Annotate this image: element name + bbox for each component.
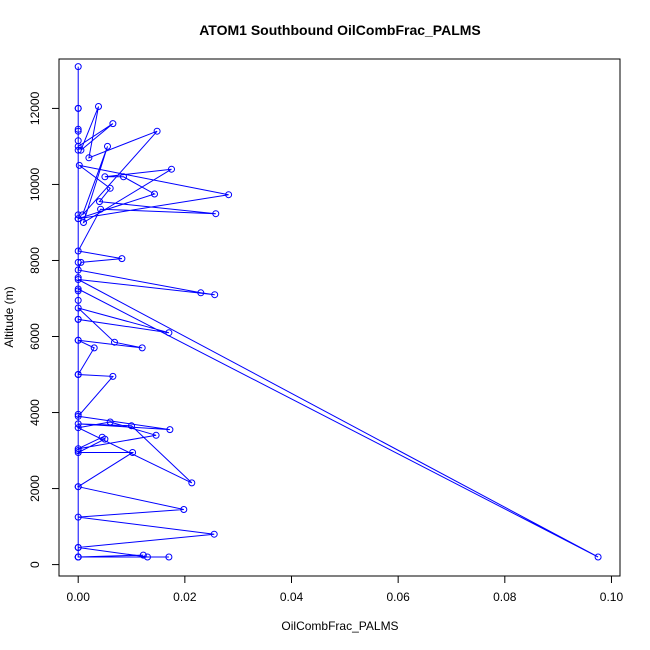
data-point bbox=[77, 258, 85, 266]
data-point bbox=[168, 165, 175, 173]
y-tick-label: 12000 bbox=[28, 91, 42, 125]
x-axis-label: OilCombFrac_PALMS bbox=[281, 619, 398, 633]
y-tick-label: 6000 bbox=[28, 323, 42, 350]
data-point bbox=[74, 63, 82, 71]
data-point bbox=[74, 513, 82, 521]
series-point-group bbox=[74, 63, 602, 561]
data-point bbox=[90, 344, 98, 352]
data-point bbox=[74, 304, 82, 312]
data-point bbox=[166, 426, 174, 434]
y-tick-label: 8000 bbox=[28, 247, 42, 274]
data-point bbox=[101, 173, 109, 181]
data-point bbox=[225, 191, 233, 199]
data-point bbox=[120, 173, 127, 181]
data-point bbox=[74, 146, 82, 154]
data-point bbox=[152, 431, 160, 439]
data-point bbox=[74, 287, 82, 295]
data-point bbox=[85, 154, 93, 162]
data-point bbox=[165, 329, 173, 337]
chart-title: ATOM1 Southbound OilCombFrac_PALMS bbox=[199, 22, 481, 38]
data-point bbox=[96, 198, 103, 206]
data-point bbox=[74, 449, 82, 456]
data-point bbox=[210, 530, 218, 538]
data-point bbox=[74, 336, 82, 344]
data-point bbox=[74, 483, 82, 491]
series-line-group bbox=[76, 66, 599, 558]
data-point bbox=[74, 553, 82, 561]
data-point bbox=[74, 211, 82, 219]
x-tick-label: 0.06 bbox=[386, 590, 410, 604]
data-point bbox=[74, 445, 82, 453]
x-tick-label: 0.02 bbox=[173, 590, 197, 604]
data-point bbox=[77, 146, 85, 154]
y-tick-label: 10000 bbox=[28, 167, 42, 201]
data-point bbox=[212, 210, 220, 218]
data-point bbox=[74, 315, 82, 323]
data-point bbox=[74, 276, 82, 283]
data-point bbox=[111, 338, 118, 346]
x-tick-label: 0.10 bbox=[600, 590, 624, 604]
data-point bbox=[109, 120, 117, 128]
data-point bbox=[151, 190, 158, 198]
x-tick-label: 0.08 bbox=[493, 590, 517, 604]
data-point bbox=[129, 449, 137, 456]
data-point bbox=[153, 127, 161, 135]
data-point bbox=[165, 553, 173, 561]
data-point bbox=[75, 161, 83, 169]
data-point bbox=[594, 553, 602, 561]
data-point bbox=[74, 247, 82, 255]
data-point bbox=[101, 435, 109, 443]
data-point bbox=[74, 424, 82, 432]
data-point bbox=[74, 266, 82, 274]
data-point bbox=[74, 127, 82, 135]
x-axis: 0.00 0.02 0.04 0.06 0.08 0.10 bbox=[67, 575, 624, 604]
data-point bbox=[74, 137, 82, 145]
data-point bbox=[74, 371, 82, 378]
y-tick-label: 2000 bbox=[28, 475, 42, 502]
x-tick-label: 0.00 bbox=[67, 590, 91, 604]
data-point bbox=[74, 125, 82, 133]
data-point bbox=[118, 255, 126, 263]
series-line bbox=[76, 66, 599, 558]
data-point bbox=[180, 506, 188, 513]
data-point bbox=[74, 274, 82, 282]
data-point bbox=[106, 184, 114, 192]
y-axis-label: Altitude (m) bbox=[2, 286, 16, 347]
data-point bbox=[211, 291, 219, 299]
data-point bbox=[138, 344, 146, 352]
data-point bbox=[74, 420, 82, 428]
x-tick-label: 0.04 bbox=[280, 590, 304, 604]
data-point bbox=[197, 289, 205, 297]
data-point bbox=[80, 219, 87, 226]
data-point bbox=[104, 142, 111, 150]
data-point bbox=[128, 422, 135, 430]
y-tick-label: 0 bbox=[28, 561, 42, 568]
data-point bbox=[95, 103, 102, 110]
data-point bbox=[144, 553, 151, 561]
data-point bbox=[139, 551, 147, 559]
data-point bbox=[106, 418, 114, 426]
data-point bbox=[74, 412, 82, 420]
data-point bbox=[74, 296, 82, 304]
data-point bbox=[74, 104, 82, 112]
data-point bbox=[74, 447, 82, 455]
data-point bbox=[74, 215, 82, 223]
data-point bbox=[109, 372, 117, 380]
data-point bbox=[97, 205, 105, 213]
data-point bbox=[188, 479, 196, 487]
data-point bbox=[74, 544, 82, 551]
data-point bbox=[79, 211, 86, 219]
data-point bbox=[74, 258, 82, 266]
data-point bbox=[74, 410, 82, 418]
y-axis: 0 2000 4000 6000 8000 10000 12000 bbox=[28, 91, 60, 568]
data-point bbox=[74, 285, 82, 293]
y-tick-label: 4000 bbox=[28, 399, 42, 426]
